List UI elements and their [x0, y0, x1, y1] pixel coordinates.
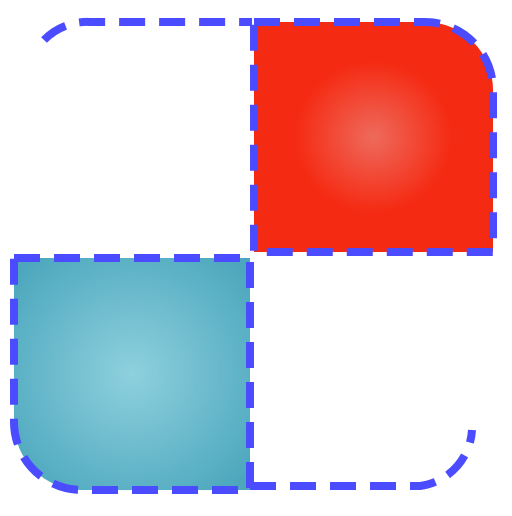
red-tile — [254, 22, 493, 252]
outer-dashed-border-top-left — [41, 17, 252, 43]
red-tile-dashed-outline — [250, 18, 497, 256]
blue-tile — [14, 258, 250, 490]
blue-tile-dashed-outline — [10, 254, 254, 494]
outer-dashed-border-bottom-right — [250, 429, 476, 490]
